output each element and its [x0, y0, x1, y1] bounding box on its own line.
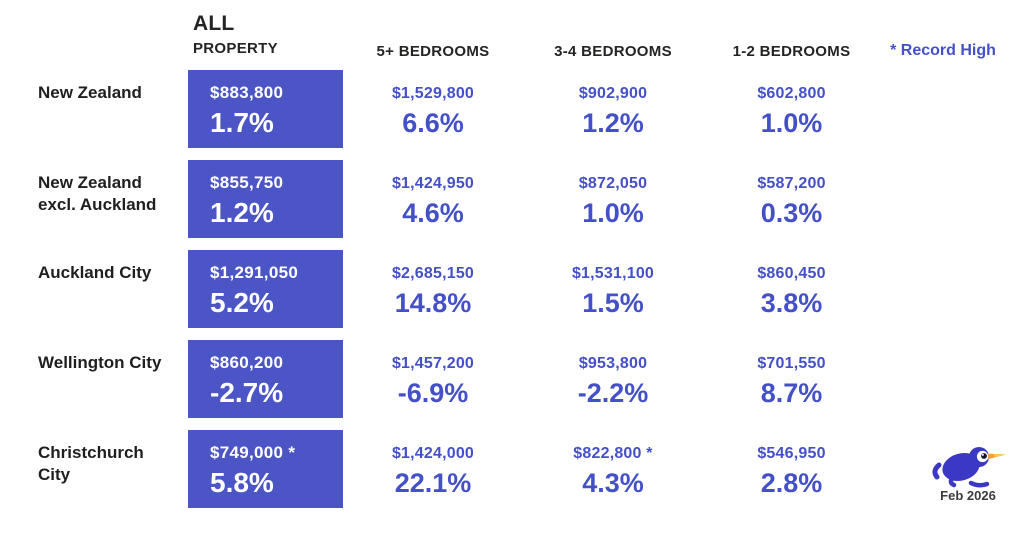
change-value: 0.3%: [760, 198, 823, 228]
cell-1-2-bedrooms: $546,950 2.8%: [703, 430, 880, 508]
column-header-5plus-bedrooms: 5+ BEDROOMS: [376, 43, 490, 60]
record-high-legend: * Record High: [890, 42, 996, 59]
price-value: $855,750: [210, 173, 284, 192]
region-label: New Zealand: [38, 83, 142, 102]
change-value: 8.7%: [760, 378, 823, 408]
change-value: 1.0%: [582, 198, 644, 228]
cell-1-2-bedrooms: $860,450 3.8%: [703, 250, 880, 328]
all-property-box: $1,291,050 5.2%: [188, 250, 343, 328]
all-property-box: $860,200 -2.7%: [188, 340, 343, 418]
cell-3-4-bedrooms: $902,900 1.2%: [523, 70, 703, 148]
change-value: 1.0%: [760, 108, 823, 138]
column-header-all-property-line1: ALL: [193, 12, 235, 35]
change-value: 5.2%: [210, 287, 274, 318]
region-label: Wellington City: [38, 353, 162, 372]
price-value: $1,531,100: [571, 265, 655, 282]
price-value: $1,457,200: [391, 355, 475, 372]
table-row: Christchurch City $749,000 * 5.8% $1,424…: [0, 430, 1024, 508]
change-value: 1.5%: [582, 288, 644, 318]
cell-5plus-bedrooms: $1,529,800 6.6%: [343, 70, 523, 148]
change-value: 2.8%: [760, 468, 823, 498]
change-value: 1.2%: [210, 197, 274, 228]
column-header-all-property-line2: PROPERTY: [193, 40, 278, 57]
change-value: -6.9%: [397, 378, 469, 408]
price-value: $701,550: [757, 355, 826, 372]
all-property-box: $749,000 * 5.8%: [188, 430, 343, 508]
price-value: $822,800 *: [573, 445, 653, 462]
region-label: Christchurch City: [38, 443, 144, 485]
price-value: $883,800: [210, 83, 284, 102]
table-row: Auckland City $1,291,050 5.2% $2,685,150…: [0, 250, 1024, 328]
column-header-3-4-bedrooms: 3-4 BEDROOMS: [554, 43, 672, 60]
cell-1-2-bedrooms: $587,200 0.3%: [703, 160, 880, 238]
cell-5plus-bedrooms: $1,424,950 4.6%: [343, 160, 523, 238]
price-value: $953,800: [578, 355, 648, 372]
table-row: New Zealand $883,800 1.7% $1,529,800 6.6…: [0, 70, 1024, 148]
price-value: $749,000 *: [210, 443, 296, 462]
price-value: $2,685,150: [391, 265, 475, 282]
price-value: $872,050: [578, 175, 648, 192]
cell-5plus-bedrooms: $2,685,150 14.8%: [343, 250, 523, 328]
change-value: 4.3%: [582, 468, 644, 498]
price-value: $602,800: [757, 85, 826, 102]
cell-1-2-bedrooms: $701,550 8.7%: [703, 340, 880, 418]
cell-3-4-bedrooms: $872,050 1.0%: [523, 160, 703, 238]
change-value: 1.2%: [582, 108, 644, 138]
price-value: $587,200: [757, 175, 826, 192]
change-value: 5.8%: [210, 467, 274, 498]
cell-1-2-bedrooms: $602,800 1.0%: [703, 70, 880, 148]
table-row: New Zealand excl. Auckland $855,750 1.2%…: [0, 160, 1024, 238]
kiwi-bird-icon: [932, 447, 1006, 488]
change-value: 22.1%: [394, 468, 472, 498]
region-label: New Zealand excl. Auckland: [38, 173, 157, 215]
cell-5plus-bedrooms: $1,424,000 22.1%: [343, 430, 523, 508]
price-value: $1,529,800: [391, 85, 475, 102]
cell-3-4-bedrooms: $1,531,100 1.5%: [523, 250, 703, 328]
change-value: -2.7%: [210, 377, 284, 408]
price-value: $1,424,000: [391, 445, 475, 462]
region-label: Auckland City: [38, 263, 152, 282]
all-property-box: $883,800 1.7%: [188, 70, 343, 148]
report-date: Feb 2026: [940, 488, 996, 503]
price-value: $902,900: [578, 85, 648, 102]
table-row: Wellington City $860,200 -2.7% $1,457,20…: [0, 340, 1024, 418]
price-value: $1,291,050: [210, 263, 299, 282]
change-value: 1.7%: [210, 107, 274, 138]
change-value: 14.8%: [394, 288, 472, 318]
change-value: 3.8%: [760, 288, 823, 318]
price-value: $546,950: [757, 445, 826, 462]
price-value: $860,200: [210, 353, 284, 372]
cell-5plus-bedrooms: $1,457,200 -6.9%: [343, 340, 523, 418]
change-value: 6.6%: [402, 108, 464, 138]
all-property-box: $855,750 1.2%: [188, 160, 343, 238]
cell-3-4-bedrooms: $953,800 -2.2%: [523, 340, 703, 418]
change-value: 4.6%: [402, 198, 464, 228]
cell-3-4-bedrooms: $822,800 * 4.3%: [523, 430, 703, 508]
column-header-1-2-bedrooms: 1-2 BEDROOMS: [732, 43, 851, 60]
change-value: -2.2%: [577, 378, 649, 408]
price-value: $1,424,950: [391, 175, 475, 192]
price-value: $860,450: [757, 265, 826, 282]
